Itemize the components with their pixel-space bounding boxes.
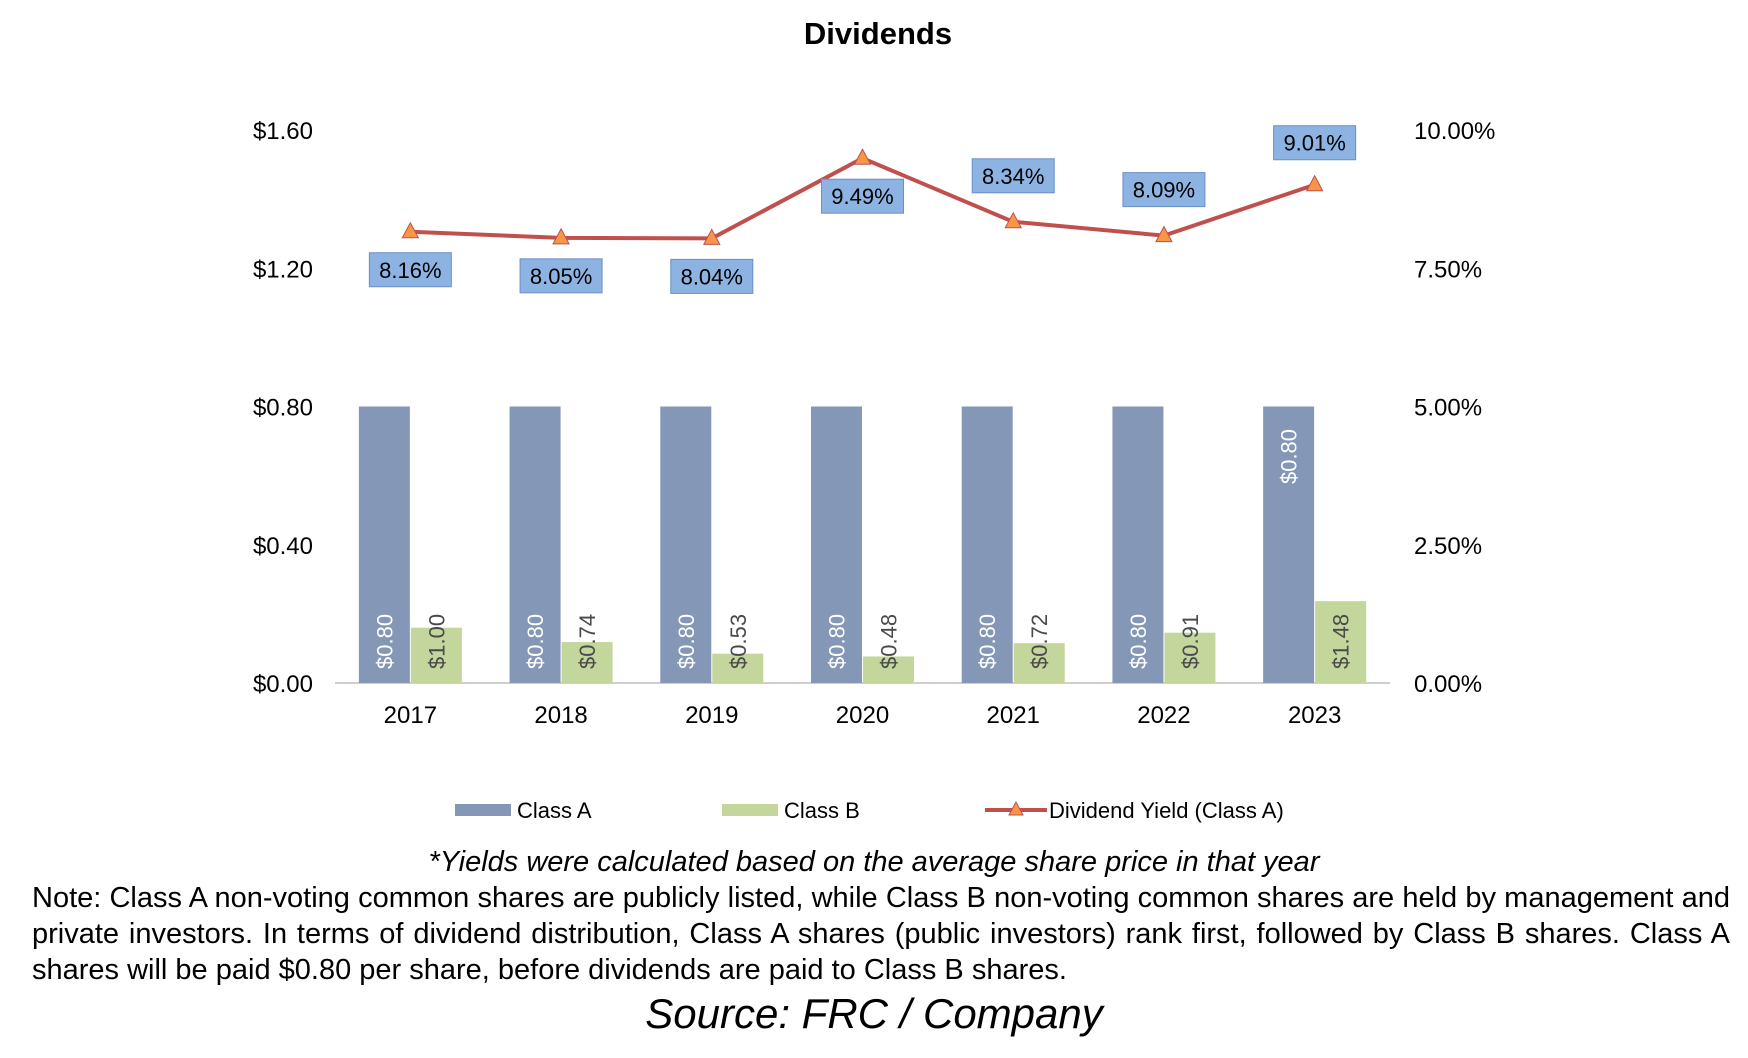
class-b-data-label: $0.72	[1027, 614, 1052, 669]
class-b-data-label: $0.48	[877, 614, 902, 669]
class-a-data-label: $0.80	[825, 614, 850, 669]
class-b-bar	[410, 627, 462, 683]
x-axis-tick-label: 2020	[836, 702, 889, 729]
class-a-bar	[1263, 406, 1315, 683]
class-a-data-label: $0.80	[372, 614, 397, 669]
source-caption: Source: FRC / Company	[645, 990, 1103, 1037]
class-b-data-label: $1.48	[1329, 614, 1354, 669]
class-b-bar	[1164, 632, 1216, 683]
yield-label-box	[368, 252, 452, 288]
left-axis-tick-label: $1.60	[253, 118, 313, 145]
left-axis-tick-label: $0.80	[253, 395, 313, 422]
class-b-data-label: $0.74	[575, 614, 600, 669]
class-b-bar	[863, 656, 914, 683]
class-b-bar	[1013, 643, 1065, 683]
legend-swatch-class-b	[722, 804, 778, 816]
class-a-data-label: $0.80	[674, 614, 699, 669]
yield-label-box	[821, 178, 904, 214]
x-axis-tick-label: 2018	[534, 702, 587, 729]
yield-line: 8.16% 8.05% 8.04% 9.49% 8.34% 8.09% 9.01%	[368, 125, 1357, 294]
class-b-data-label: $0.91	[1178, 614, 1203, 669]
class-a-data-label: $0.80	[1126, 614, 1151, 669]
yield-marker	[1305, 174, 1324, 192]
yield-data-label: 8.09%	[1133, 178, 1195, 203]
yield-data-label: 8.04%	[681, 264, 743, 289]
yield-data-label: 8.16%	[379, 258, 441, 283]
right-axis-tick-label: 7.50%	[1414, 256, 1482, 283]
yield-footnote: *Yields were calculated based on the ave…	[428, 846, 1320, 878]
class-a-bar	[509, 406, 561, 683]
class-a-data-label: $0.80	[1277, 429, 1302, 484]
class-b-bar	[1315, 601, 1367, 683]
class-a-bar	[961, 406, 1013, 683]
legend-marker-yield	[1008, 800, 1024, 816]
yield-marker	[702, 228, 721, 245]
chart-title: Dividends	[804, 16, 952, 51]
legend: Class A Class B Dividend Yield (Class A)	[455, 798, 1284, 823]
yield-marker	[401, 221, 420, 239]
yield-label-box	[1273, 125, 1357, 161]
bars: $0.80 $1.00 $0.80 $0.74 $0.80 $0.53 $0.80 $0.48…	[358, 406, 1367, 683]
x-axis-tick-label: 2022	[1137, 702, 1190, 729]
legend-label-class-a: Class A	[517, 798, 592, 823]
yield-label-box	[670, 258, 754, 294]
yield-data-label: 9.49%	[831, 184, 893, 209]
yield-marker	[1155, 225, 1173, 243]
right-axis-tick-label: 5.00%	[1414, 395, 1482, 422]
class-b-data-label: $1.00	[424, 614, 449, 669]
right-axis-tick-label: 10.00%	[1414, 118, 1495, 145]
legend-label-yield: Dividend Yield (Class A)	[1049, 798, 1284, 823]
class-a-data-label: $0.80	[975, 614, 1000, 669]
right-axis-tick-label: 0.00%	[1414, 671, 1482, 698]
class-a-bar	[1112, 406, 1164, 683]
left-axis-tick-label: $1.20	[253, 256, 313, 283]
class-a-data-label: $0.80	[523, 614, 548, 669]
legend-swatch-class-a	[455, 804, 511, 816]
yield-marker	[853, 148, 872, 165]
yield-marker	[1004, 211, 1023, 229]
left-axis-tick-label: $0.00	[253, 671, 313, 698]
left-axis-tick-label: $0.40	[253, 533, 313, 560]
yield-data-label: 9.01%	[1283, 131, 1345, 156]
yield-data-label: 8.34%	[982, 164, 1044, 189]
yield-label-box	[1122, 172, 1206, 208]
yield-data-label: 8.05%	[530, 264, 592, 289]
yield-label-box	[971, 158, 1055, 194]
x-axis-tick-label: 2023	[1288, 702, 1341, 729]
class-a-bar	[358, 406, 410, 683]
axes: $0.00 $0.40 $0.80 $1.20 $1.60 0.00% 2.50% 5.00%…	[253, 118, 1495, 729]
x-axis-tick-label: 2017	[384, 702, 437, 729]
yield-label-box	[519, 258, 603, 294]
class-a-bar	[660, 406, 712, 683]
x-axis-tick-label: 2021	[987, 702, 1040, 729]
class-a-bar	[811, 406, 862, 683]
class-b-bar	[712, 653, 764, 683]
class-b-bar	[561, 642, 613, 683]
yield-marker	[552, 227, 570, 245]
right-axis-tick-label: 2.50%	[1414, 533, 1482, 560]
x-axis-tick-label: 2019	[685, 702, 738, 729]
share-class-note: Note: Class A non-voting common shares a…	[32, 882, 1730, 986]
class-b-data-label: $0.53	[726, 614, 751, 669]
dividends-chart: Dividends $0.00 $0.40 $0.80 $1.20 $1.60 0.00%…	[253, 16, 1495, 823]
legend-label-class-b: Class B	[784, 798, 860, 823]
